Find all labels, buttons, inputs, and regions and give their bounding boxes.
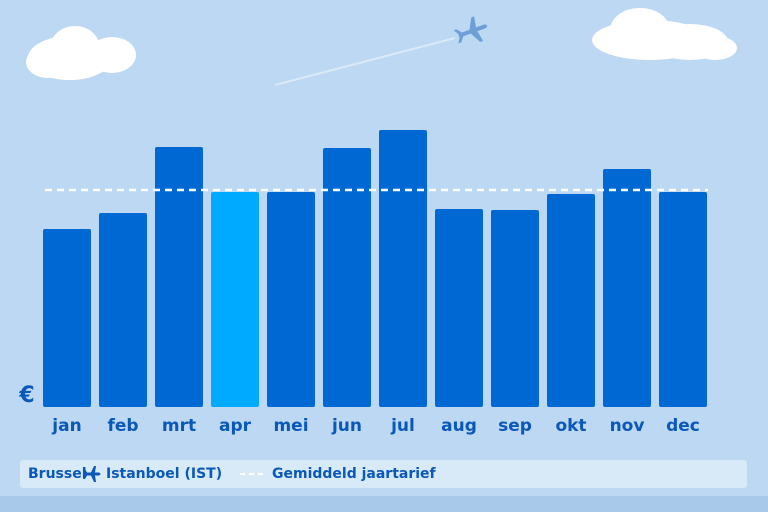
legend-average-label: Gemiddeld jaartarief xyxy=(272,466,437,482)
x-tick-label: feb xyxy=(107,416,138,436)
y-axis-label: € xyxy=(18,383,34,408)
bar xyxy=(99,213,147,407)
x-tick-label: aug xyxy=(441,416,477,436)
bar xyxy=(211,192,259,407)
x-tick-label: dec xyxy=(666,416,700,436)
bar xyxy=(323,148,371,407)
bar xyxy=(547,194,595,407)
legend-box xyxy=(20,460,747,488)
route-plane-icon xyxy=(83,466,101,482)
bar xyxy=(603,169,651,407)
x-tick-label: mei xyxy=(273,416,308,436)
x-tick-label: apr xyxy=(219,416,252,436)
bar xyxy=(267,192,315,407)
route-from: Brussel xyxy=(28,466,87,482)
cloud xyxy=(26,26,136,80)
bar xyxy=(43,229,91,407)
footer-strip xyxy=(0,496,768,512)
x-tick-label: jun xyxy=(331,416,362,436)
bar xyxy=(659,192,707,407)
bar xyxy=(379,130,427,407)
x-tick-label: okt xyxy=(555,416,586,436)
plane-icon xyxy=(453,16,488,44)
x-tick-label: sep xyxy=(498,416,532,436)
route-to: Istanboel (IST) xyxy=(106,466,222,482)
cloud xyxy=(592,8,737,60)
bar xyxy=(155,147,203,407)
x-tick-label: mrt xyxy=(162,416,196,436)
bar xyxy=(491,210,539,407)
contrail xyxy=(274,37,456,86)
bar xyxy=(435,209,483,407)
x-tick-label: nov xyxy=(610,416,645,436)
x-tick-label: jul xyxy=(390,416,415,436)
x-tick-label: jan xyxy=(51,416,81,436)
